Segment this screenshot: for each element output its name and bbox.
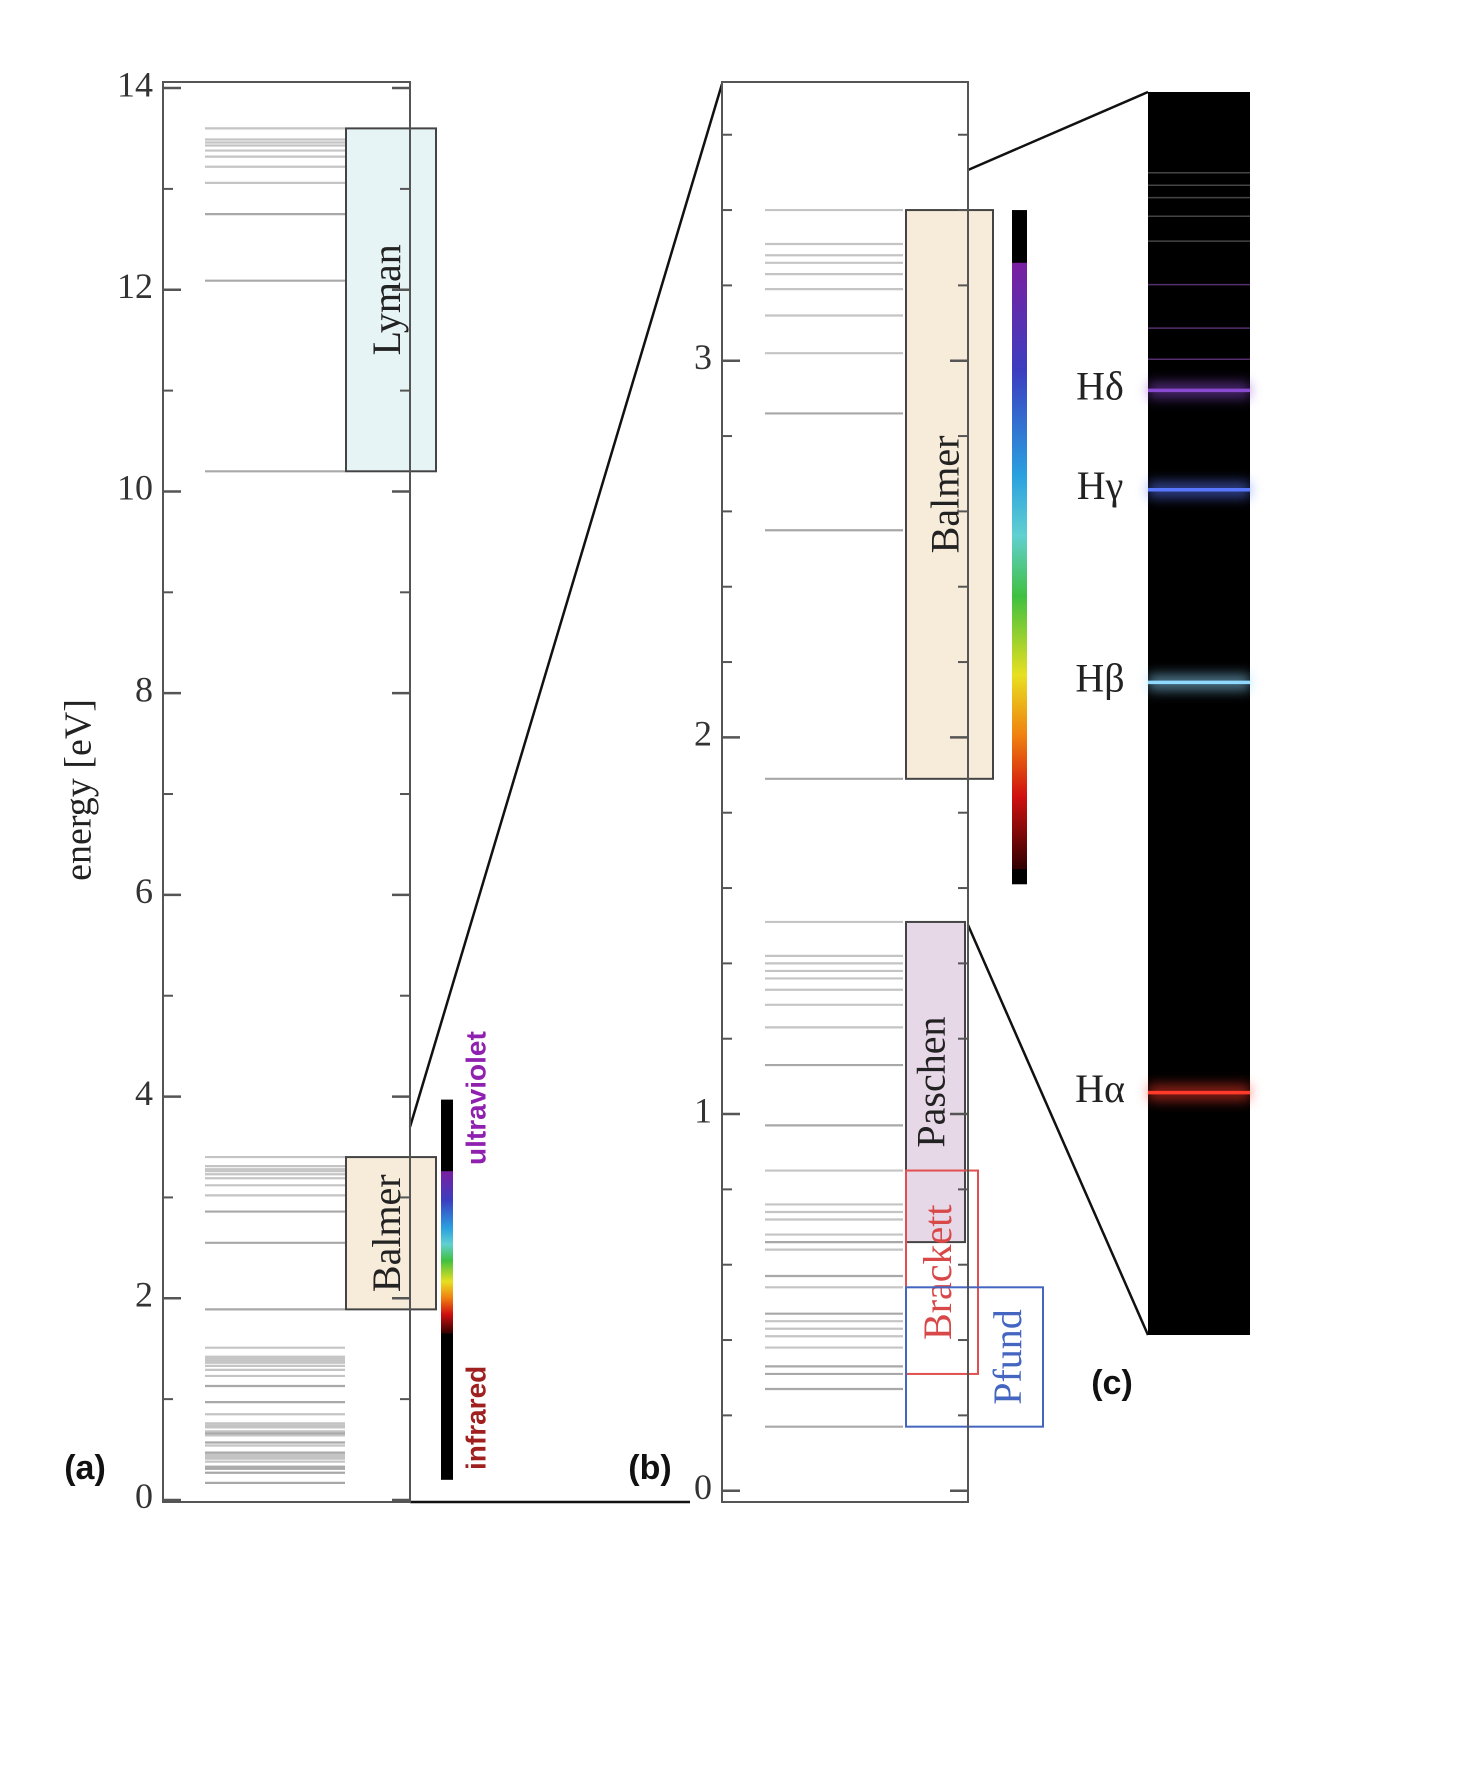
plot-frame	[162, 81, 411, 1503]
series-box	[345, 1156, 437, 1311]
series-label: Brackett	[915, 1204, 960, 1340]
series-box	[905, 920, 966, 1244]
zoom-line	[967, 90, 1149, 172]
y-axis-label: energy [eV]	[58, 699, 100, 881]
series-box	[905, 209, 994, 780]
y-tick-label: 12	[117, 266, 153, 306]
series-label: Balmer	[923, 436, 968, 554]
panel-label: (a)	[64, 1449, 106, 1487]
zoom-line	[408, 83, 724, 1128]
series-box	[345, 127, 437, 473]
y-tick-label: 8	[135, 669, 153, 709]
y-tick-label: 0	[135, 1476, 153, 1516]
y-tick-label: 10	[117, 468, 153, 508]
series-label: Lyman	[364, 244, 409, 355]
series-label: Pfund	[985, 1309, 1030, 1405]
y-tick-label: 3	[694, 337, 712, 377]
y-tick-label: 6	[135, 871, 153, 911]
y-tick-label: 4	[135, 1073, 153, 1113]
y-tick-label: 2	[135, 1275, 153, 1315]
plot-frame	[721, 81, 969, 1503]
panel-label: (b)	[628, 1449, 671, 1487]
series-box	[905, 1286, 1044, 1428]
series-label: Balmer	[364, 1174, 409, 1292]
y-tick-label: 14	[117, 64, 153, 104]
spectrum-image	[1148, 92, 1250, 1335]
series-label: Paschen	[909, 1016, 954, 1147]
line-label: Hγ	[1077, 463, 1124, 508]
ir-label: infrared	[460, 1366, 491, 1470]
visible-band	[441, 1171, 453, 1334]
line-label: Hα	[1075, 1066, 1125, 1111]
y-tick-label: 2	[694, 714, 712, 754]
series-box	[905, 1169, 979, 1375]
line-label: Hδ	[1076, 363, 1124, 408]
zoom-line	[966, 924, 1150, 1336]
visible-band	[1012, 262, 1027, 870]
line-label: Hβ	[1075, 656, 1124, 701]
y-tick-label: 0	[694, 1467, 712, 1507]
panel-label: (c)	[1091, 1364, 1133, 1402]
y-tick-label: 1	[694, 1090, 712, 1130]
uv-label: ultraviolet	[460, 1031, 491, 1165]
